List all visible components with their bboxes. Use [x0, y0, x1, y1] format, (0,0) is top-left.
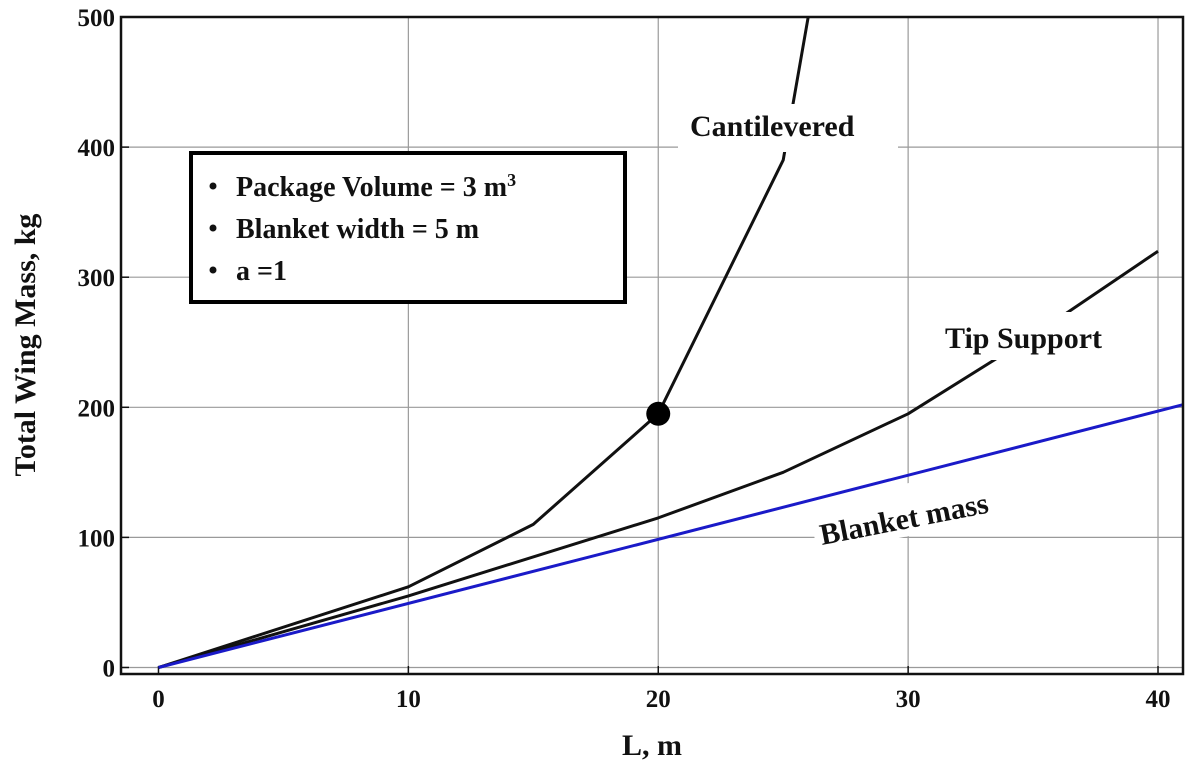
legend-bullet: [209, 224, 217, 232]
x-tick-labels: 0 10 20 30 40: [152, 666, 1171, 713]
x-axis-title: L, m: [622, 729, 682, 762]
label-blanket-mass: Blanket mass: [807, 456, 1054, 554]
y-tick-labels: 0 100 200 300 400 500: [78, 5, 129, 682]
y-tick-label: 100: [78, 525, 116, 552]
legend-item: Package Volume = 3 m3: [209, 170, 516, 203]
legend-item-text: Blanket width = 5 m: [236, 214, 479, 245]
x-tick-label: 0: [152, 686, 165, 713]
series-line-blanket-mass: [158, 403, 1184, 669]
x-tick-label: 30: [896, 686, 921, 713]
y-tick-label: 200: [78, 395, 116, 422]
legend-bullet: [209, 266, 217, 274]
y-tick-label: 400: [78, 135, 116, 162]
svg-text:Tip Support: Tip Support: [945, 322, 1102, 355]
label-tip-support: Tip Support: [930, 312, 1145, 360]
y-tick-label: 0: [103, 655, 116, 682]
legend-item: a =1: [209, 256, 287, 287]
legend-box: Package Volume = 3 m3 Blanket width = 5 …: [189, 151, 627, 304]
legend-item: Blanket width = 5 m: [209, 214, 479, 245]
y-axis-title: Total Wing Mass, kg: [9, 214, 42, 477]
svg-text:Package Volume = 3 m3: Package Volume = 3 m3: [236, 170, 516, 203]
grid-lines: [121, 17, 1183, 674]
label-cantilevered: Cantilevered: [678, 104, 898, 152]
y-tick-label: 500: [78, 5, 116, 32]
legend-bullet: [209, 182, 217, 190]
x-tick-label: 20: [646, 686, 671, 713]
y-tick-label: 300: [78, 265, 116, 292]
x-tick-label: 10: [396, 686, 421, 713]
legend-item-text: Package Volume = 3 m: [236, 172, 507, 203]
x-tick-label: 40: [1146, 686, 1171, 713]
legend-superscript: 3: [507, 170, 516, 190]
svg-text:Cantilevered: Cantilevered: [690, 110, 855, 143]
design-point-marker: [646, 401, 671, 426]
plot-frame: [119, 15, 1185, 676]
legend-item-text: a =1: [236, 256, 287, 287]
